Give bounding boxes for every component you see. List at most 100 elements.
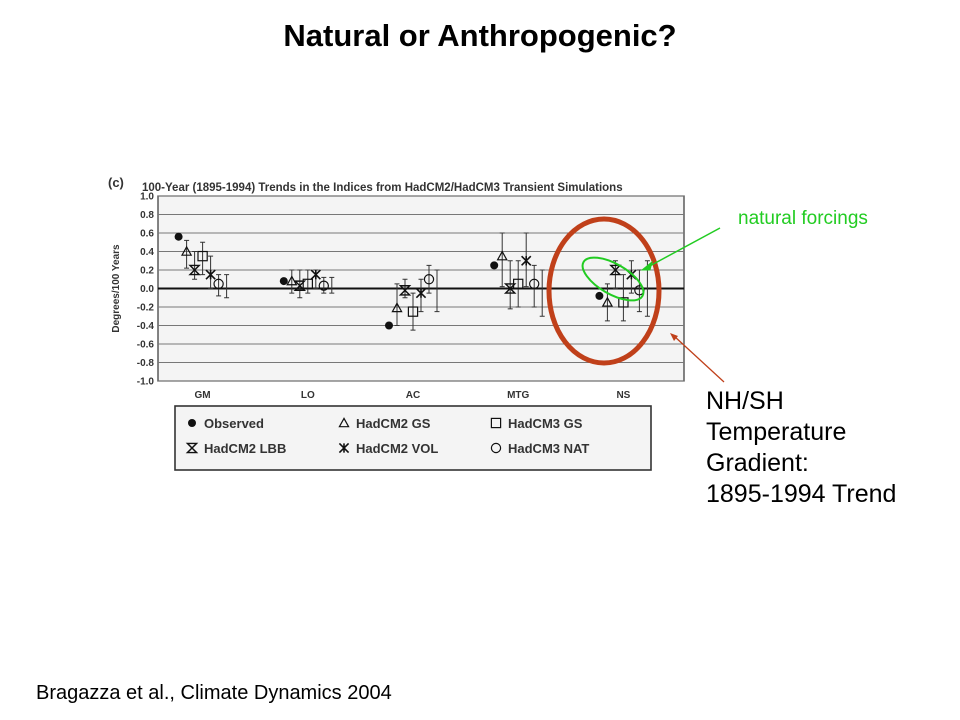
data-point: [180, 245, 193, 256]
y-tick-label: -0.6: [137, 340, 155, 351]
marker-shape: [180, 245, 193, 256]
marker-shape: [490, 261, 499, 270]
ns-highlight-ellipse: [546, 216, 662, 366]
x-tick-label: AC: [406, 390, 420, 401]
arrow-head: [640, 260, 653, 271]
data-point: [197, 250, 208, 262]
marker-shape: [496, 250, 508, 261]
legend-marker: [490, 417, 502, 429]
y-tick-label: 0.0: [140, 284, 154, 295]
marker-shape: [595, 291, 604, 300]
marker-shape: [521, 255, 532, 266]
marker-shape: [338, 442, 350, 454]
y-tick-label: 0.8: [140, 210, 154, 221]
natural-forcings-label: natural forcings: [738, 208, 868, 229]
data-point: [385, 321, 393, 330]
data-point: [503, 283, 517, 294]
data-point: [595, 291, 604, 300]
y-tick-label: 1.0: [140, 192, 154, 203]
legend-label: HadCM2 LBB: [204, 441, 286, 456]
legend-label: HadCM3 NAT: [508, 441, 589, 456]
data-point: [310, 269, 321, 280]
slide-title: Natural or Anthropogenic?: [283, 18, 677, 53]
legend-item: HadCM2 LBB: [185, 441, 286, 456]
nhsh-arrow: [673, 335, 725, 383]
marker-shape: [398, 285, 412, 296]
data-point: [415, 287, 427, 299]
marker-shape: [490, 417, 502, 429]
marker-shape: [205, 269, 216, 280]
x-tick-label: MTG: [507, 390, 529, 401]
data-point: [609, 264, 622, 276]
nhsh-line: Temperature: [706, 418, 847, 446]
data-point: [318, 280, 329, 291]
nhsh-line: 1895-1994 Trend: [706, 480, 897, 508]
marker-shape: [174, 232, 183, 241]
arrow-head: [670, 333, 678, 341]
data-point: [188, 264, 201, 276]
marker-shape: [490, 442, 502, 454]
data-point: [512, 278, 524, 290]
marker-shape: [185, 442, 199, 454]
marker-shape: [601, 296, 614, 307]
y-tick-label: -1.0: [137, 377, 155, 388]
data-point: [391, 302, 403, 313]
marker-shape: [293, 280, 307, 292]
nhsh-line: NH/SH: [706, 387, 784, 415]
marker-shape: [197, 250, 208, 262]
marker-shape: [318, 280, 329, 291]
y-tick-label: -0.8: [137, 358, 155, 369]
legend-label: Observed: [204, 416, 264, 431]
x-tick-label: LO: [301, 390, 315, 401]
legend-marker: [490, 442, 502, 454]
data-point: [407, 306, 419, 317]
natural-forcings-arrow: [645, 227, 721, 269]
marker-shape: [618, 297, 629, 308]
data-point: [398, 285, 412, 296]
marker-shape: [188, 419, 196, 427]
y-tick-label: 0.4: [140, 247, 154, 258]
marker-shape: [503, 283, 517, 294]
legend-label: HadCM2 GS: [356, 416, 431, 431]
data-point: [601, 296, 614, 307]
y-tick-label: 0.2: [140, 266, 154, 277]
data-point: [490, 261, 499, 270]
data-point: [174, 232, 183, 241]
legend-label: HadCM2 VOL: [356, 441, 438, 456]
data-point: [618, 297, 629, 308]
marker-shape: [213, 278, 224, 290]
data-point: [521, 255, 532, 266]
legend-item: HadCM2 GS: [338, 416, 431, 431]
marker-shape: [423, 274, 435, 285]
legend-item: Observed: [188, 416, 264, 431]
marker-shape: [512, 278, 524, 290]
marker-shape: [415, 287, 427, 299]
legend-item: HadCM3 GS: [490, 416, 583, 431]
legend-label: HadCM3 GS: [508, 416, 583, 431]
marker-shape: [529, 278, 540, 290]
chart-title: 100-Year (1895-1994) Trends in the Indic…: [142, 182, 623, 194]
data-point: [213, 278, 224, 290]
data-point: [293, 280, 307, 292]
legend-marker: [188, 419, 196, 427]
legend-item: HadCM3 NAT: [490, 441, 589, 456]
data-point: [279, 277, 288, 286]
marker-shape: [279, 277, 288, 286]
legend-marker: [185, 442, 199, 454]
marker-shape: [302, 278, 314, 290]
nhsh-line: Gradient:: [706, 449, 809, 477]
marker-shape: [407, 306, 419, 317]
legend-item: HadCM2 VOL: [338, 441, 438, 456]
marker-shape: [391, 302, 403, 313]
legend-marker: [338, 417, 350, 428]
y-tick-label: 0.6: [140, 229, 154, 240]
data-point: [205, 269, 216, 280]
data-point: [423, 274, 435, 285]
marker-shape: [385, 321, 393, 330]
citation: Bragazza et al., Climate Dynamics 2004: [36, 682, 392, 704]
legend-marker: [338, 442, 350, 454]
nhsh-gradient-label: NH/SH Temperature Gradient: 1895-1994 Tr…: [706, 386, 896, 510]
marker-shape: [310, 269, 321, 280]
data-point: [302, 278, 314, 290]
